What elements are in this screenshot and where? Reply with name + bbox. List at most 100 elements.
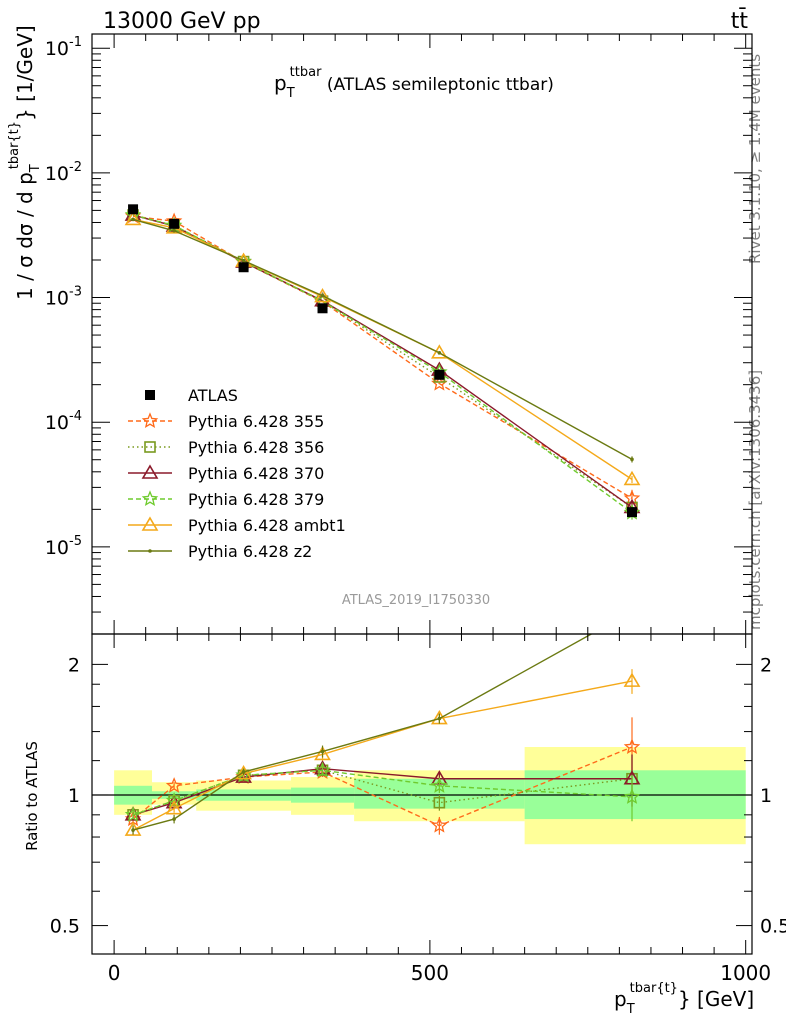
marker-triangle <box>314 288 331 303</box>
y-tick-label: 10-4 <box>45 409 82 434</box>
marker-star <box>124 806 142 822</box>
ratio-tick-label-right: 2 <box>760 654 772 676</box>
y-tick-exp: -3 <box>69 285 82 300</box>
marker-dot <box>241 258 246 263</box>
marker-square <box>433 796 446 809</box>
x-tick-label: 1000 <box>720 961 771 985</box>
marker-triangle <box>141 464 159 479</box>
marker-data <box>128 204 139 215</box>
energy-label: 13000 GeV pp <box>103 9 261 34</box>
marker-dot <box>131 217 135 222</box>
plot-title: pTttbar (ATLAS semileptonic ttbar) <box>274 65 554 101</box>
y-tick-base: 10 <box>45 163 69 185</box>
marker-dot <box>131 828 135 832</box>
ratio-frame <box>91 633 753 955</box>
marker-triangle <box>623 672 641 687</box>
xlabel-sub: T <box>626 1002 635 1017</box>
y-tick-exp: -4 <box>69 409 82 424</box>
y-tick-label: 10-5 <box>45 534 82 559</box>
marker-data <box>317 303 328 314</box>
legend: ATLAS Pythia 6.428 355 Pythia 6.428 356 Pyt… <box>128 386 346 561</box>
legend-label: Pythia 6.428 355 <box>188 412 324 431</box>
y-tick-label: 10-3 <box>45 285 82 310</box>
marker-dot <box>437 351 442 355</box>
marker-data <box>169 218 180 229</box>
y-tick-exp: -2 <box>69 160 82 175</box>
marker-star <box>623 788 641 804</box>
marker-star <box>314 761 331 778</box>
series-line-top <box>132 215 633 499</box>
marker-dot <box>241 770 246 774</box>
series-line-ratio <box>132 634 593 831</box>
marker-dot <box>437 716 442 721</box>
x-tick-label: 0 <box>108 961 121 985</box>
marker-dot <box>320 293 325 298</box>
marker-data <box>238 262 249 273</box>
y-tick-exp: -1 <box>69 35 82 50</box>
y-tick-base: 10 <box>45 537 69 559</box>
y-tick-base: 10 <box>45 412 69 434</box>
xlabel-sup: tbar{t} <box>630 981 678 996</box>
ratio-panel-series <box>124 610 641 836</box>
marker-triangle <box>623 470 641 486</box>
top-ylabel-sub: T <box>28 164 43 173</box>
ratio-ylabel: Ratio to ATLAS <box>23 741 41 851</box>
marker-data <box>627 507 637 518</box>
xlabel-main: p <box>614 987 627 1011</box>
marker-triangle <box>124 210 142 226</box>
plot-title-main: p <box>274 71 287 95</box>
marker-triangle <box>141 516 159 531</box>
marker-triangle <box>314 745 331 761</box>
marker-dot <box>172 228 176 233</box>
marker-star <box>165 777 183 793</box>
mcplots-label: mcplots.cern.ch [arXiv:1306.3436] <box>746 370 764 630</box>
ratio-tick-label-left: 0.5 <box>50 916 80 938</box>
marker-star <box>431 816 448 833</box>
marker-data <box>434 369 445 380</box>
legend-label: Pythia 6.428 z2 <box>188 542 312 561</box>
ratio-tick-label-right: 1 <box>760 785 772 807</box>
marker-triangle <box>235 765 252 780</box>
marker-data <box>145 390 155 400</box>
ratio-tick-label-left: 1 <box>68 785 80 807</box>
marker-dot <box>172 817 176 821</box>
plot-title-rest: (ATLAS semileptonic ttbar) <box>321 75 553 95</box>
process-label: tt̄ <box>731 8 749 34</box>
analysis-id: ATLAS_2019_I1750330 <box>342 593 490 608</box>
marker-star <box>165 792 183 808</box>
marker-star <box>141 412 159 429</box>
marker-dot <box>148 549 152 553</box>
rivet-label: Rivet 3.1.10, ≥ 1.4M events <box>746 54 764 264</box>
ratio-bands <box>92 747 752 845</box>
marker-dot <box>320 749 325 754</box>
xlabel-unit: } [GeV] <box>678 987 754 1011</box>
series-line-top <box>132 218 633 460</box>
series-line-top <box>132 214 633 509</box>
x-tick-label: 500 <box>411 961 449 985</box>
legend-label: Pythia 6.428 356 <box>188 438 324 457</box>
marker-dot <box>630 610 634 614</box>
legend-label: Pythia 6.428 ambt1 <box>188 516 346 535</box>
top-ylabel-main: 1 / σ dσ / d p <box>13 172 37 300</box>
marker-dot <box>630 457 634 462</box>
ratio-tick-label-right: 0.5 <box>760 916 786 938</box>
ratio-tick-label-left: 2 <box>68 654 80 676</box>
marker-star <box>623 738 641 755</box>
legend-label: Pythia 6.428 370 <box>188 464 324 483</box>
y-tick-base: 10 <box>45 288 69 310</box>
marker-star <box>141 490 159 507</box>
top-ylabel-unit: } [1/GeV] <box>13 25 37 121</box>
xlabel: pTtbar{t}} [GeV] <box>614 981 754 1017</box>
y-tick-exp: -5 <box>69 534 82 549</box>
plot-title-sub: T <box>286 86 295 101</box>
top-ylabel: 1 / σ dσ / d pTtbar{t}} [1/GeV] <box>7 25 43 300</box>
y-tick-base: 10 <box>45 38 69 60</box>
y-tick-label: 10-1 <box>45 35 82 60</box>
marker-square <box>144 441 156 453</box>
y-tick-label: 10-2 <box>45 160 82 185</box>
series-line-ratio <box>132 746 633 827</box>
legend-label: Pythia 6.428 379 <box>188 490 324 509</box>
series-line-ratio <box>132 769 633 816</box>
